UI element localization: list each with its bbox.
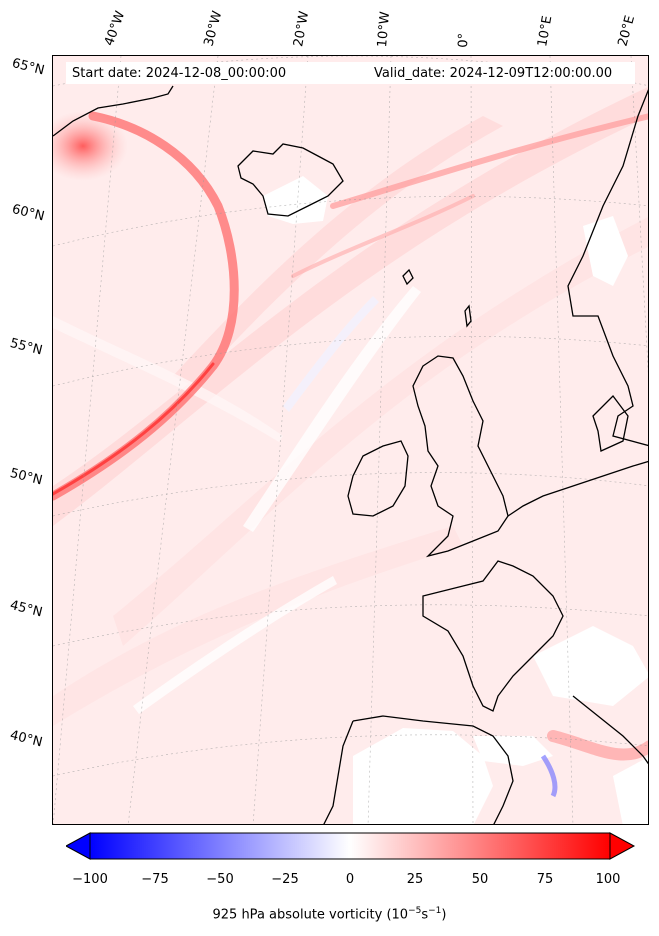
shetland <box>464 304 472 328</box>
france-coast <box>422 560 564 712</box>
lat-label-40n: 40°N <box>8 728 44 751</box>
colorbar-label-exp2: −1 <box>428 906 442 916</box>
lat-label-60n: 60°N <box>10 202 46 225</box>
lon-label-40w: 40°W <box>101 9 129 48</box>
lon-label-30w: 30°W <box>201 9 226 48</box>
lat-label-45n: 45°N <box>8 598 44 621</box>
coastlines <box>53 85 648 824</box>
colorbar-gradient <box>89 832 611 860</box>
colorbar-tick: 50 <box>471 872 489 887</box>
colorbar-tick: −25 <box>271 872 299 887</box>
lon-label-20w: 20°W <box>291 10 313 49</box>
lat-label-55n: 55°N <box>8 336 44 359</box>
lon-label-10w: 10°W <box>375 10 394 48</box>
lon-label-10e: 10°E <box>535 14 556 48</box>
map-canvas <box>53 56 648 824</box>
iceland-coast <box>237 143 344 217</box>
strong-vorticity <box>53 111 648 761</box>
faroe <box>402 268 414 286</box>
header-strip <box>66 62 635 84</box>
portugal-coast <box>323 720 354 824</box>
colorbar-label-mid: s <box>421 907 429 923</box>
colorbar-label-exp1: −5 <box>408 906 422 916</box>
lon-label-0: 0° <box>456 32 472 48</box>
vorticity-max-greenland <box>53 111 128 181</box>
lat-label-65n: 65°N <box>10 56 46 79</box>
colorbar-min-extend <box>66 832 91 860</box>
negative-vorticity-patch <box>540 754 558 798</box>
great-britain-coast <box>412 355 509 558</box>
colorbar-max-extend <box>609 832 636 860</box>
colorbar-tick: 75 <box>536 872 554 887</box>
iberia-coast <box>352 715 514 824</box>
valid-date-label: Valid_date: 2024-12-09T12:00:00.00 <box>374 66 613 81</box>
greenland-coast <box>53 85 174 137</box>
lon-label-20e: 20°E <box>615 13 639 49</box>
colorbar-tick: 25 <box>406 872 424 887</box>
colorbar <box>66 832 636 860</box>
colorbar-label-text: 925 hPa absolute vorticity (10 <box>212 907 409 923</box>
colorbar-tick: −75 <box>141 872 169 887</box>
denmark-coast <box>592 395 629 452</box>
colorbar-label-end: ) <box>441 907 447 923</box>
scandinavia-coast <box>567 89 648 447</box>
colorbar-label: 925 hPa absolute vorticity (10−5s−1) <box>0 906 659 922</box>
colorbar-tick: −100 <box>72 872 108 887</box>
start-date-label: Start date: 2024-12-08_00:00:00 <box>72 66 287 81</box>
italy-coast <box>572 695 648 765</box>
colorbar-tick: 100 <box>595 872 621 887</box>
lat-label-50n: 50°N <box>8 466 44 489</box>
ireland-coast <box>347 440 409 517</box>
colorbar-tick: −50 <box>206 872 234 887</box>
colorbar-tick: 0 <box>345 872 355 887</box>
europe-coast <box>507 460 648 517</box>
masked-terrain <box>263 176 648 824</box>
vorticity-map[interactable] <box>52 55 649 825</box>
